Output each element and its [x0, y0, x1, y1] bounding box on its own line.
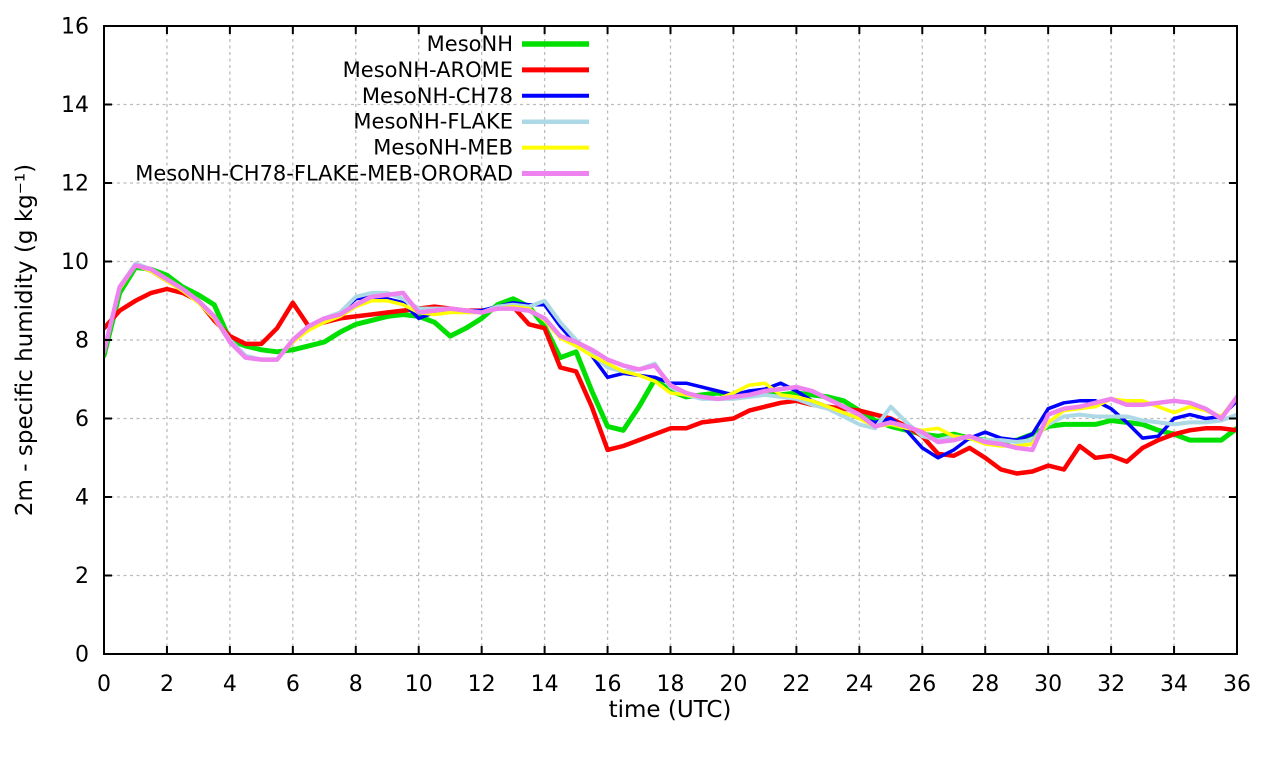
x-tick-label: 0 — [97, 672, 111, 697]
series-line-MesoNH-AROME — [104, 286, 1237, 476]
x-tick-label: 14 — [531, 672, 559, 697]
x-tick-label: 36 — [1223, 672, 1251, 697]
legend-item: MesoNH-AROME — [343, 58, 589, 82]
y-tick-label: 16 — [61, 15, 89, 40]
legend-item: MesoNH — [427, 32, 589, 56]
x-tick-label: 16 — [594, 672, 622, 697]
y-tick-label: 8 — [75, 329, 89, 354]
x-tick-label: 4 — [223, 672, 237, 697]
y-tick-label: 12 — [61, 172, 89, 197]
y-tick-label: 10 — [61, 250, 89, 275]
x-tick-label: 34 — [1160, 672, 1188, 697]
y-tick-label: 4 — [75, 486, 89, 511]
series-layer — [104, 261, 1237, 476]
x-tick-label: 10 — [405, 672, 433, 697]
x-tick-label: 18 — [657, 672, 685, 697]
x-tick-label: 6 — [286, 672, 300, 697]
tick-labels-layer: 0 2 4 6 8 10 12 14 16 18 20 22 24 26 28 30 32 34 360246810… — [61, 15, 1251, 697]
legend: MesoNHMesoNH-AROMEMesoNH-CH78MesoNH-FLAK… — [135, 32, 589, 186]
series-line-MesoNH-CH78-FLAKE-MEB-ORORAD — [104, 263, 1237, 453]
axes-layer — [103, 25, 1238, 655]
y-tick-label: 2 — [75, 564, 89, 589]
legend-label: MesoNH — [427, 32, 513, 56]
legend-item: MesoNH-CH78 — [362, 84, 589, 108]
x-tick-label: 20 — [719, 672, 747, 697]
legend-label: MesoNH-CH78 — [362, 84, 513, 108]
legend-item: MesoNH-MEB — [373, 136, 589, 160]
y-tick-label: 14 — [61, 93, 89, 118]
legend-item: MesoNH-FLAKE — [353, 110, 589, 134]
x-tick-label: 30 — [1034, 672, 1062, 697]
x-tick-label: 26 — [908, 672, 936, 697]
x-tick-label: 32 — [1097, 672, 1125, 697]
y-tick-label: 0 — [75, 643, 89, 668]
x-tick-label: 2 — [160, 672, 174, 697]
legend-label: MesoNH-FLAKE — [353, 110, 513, 134]
x-tick-label: 8 — [349, 672, 363, 697]
legend-label: MesoNH-MEB — [373, 136, 513, 160]
legend-label: MesoNH-CH78-FLAKE-MEB-ORORAD — [135, 162, 513, 186]
x-tick-label: 12 — [468, 672, 496, 697]
legend-item: MesoNH-CH78-FLAKE-MEB-ORORAD — [135, 162, 589, 186]
y-axis-title: 2m - specific humidity (g kg⁻¹) — [12, 164, 38, 516]
x-tick-label: 28 — [971, 672, 999, 697]
grid-layer — [104, 26, 1237, 654]
y-tick-label: 6 — [75, 407, 89, 432]
legend-label: MesoNH-AROME — [343, 58, 513, 82]
x-tick-label: 22 — [782, 672, 810, 697]
x-axis-title: time (UTC) — [609, 697, 732, 723]
x-tick-label: 24 — [845, 672, 873, 697]
